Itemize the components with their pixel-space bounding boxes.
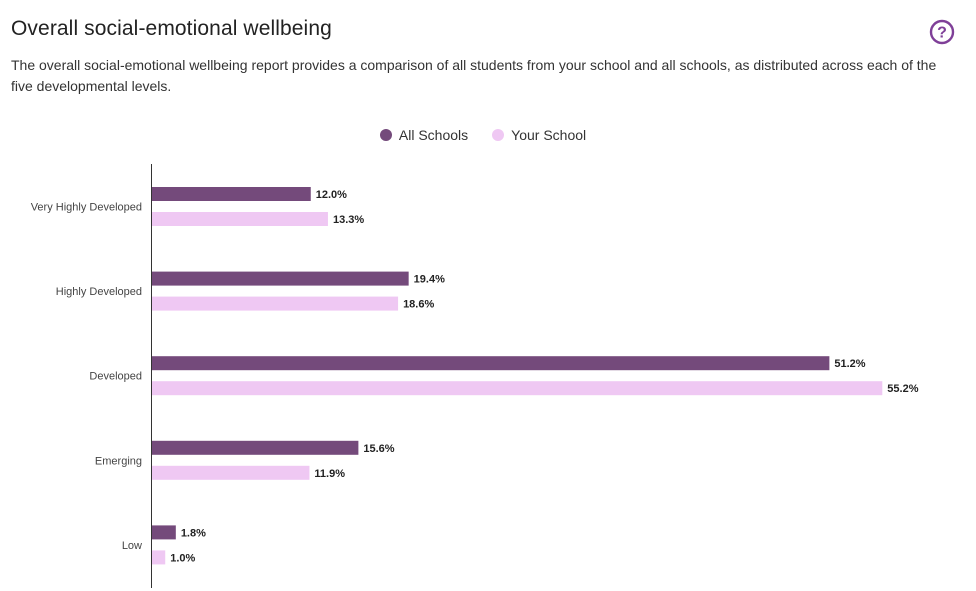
category-label-developed: Developed bbox=[89, 371, 142, 383]
data-label-your-school-developed: 55.2% bbox=[887, 383, 918, 395]
data-label-all-schools-emerging: 15.6% bbox=[363, 443, 394, 455]
data-label-your-school-emerging: 11.9% bbox=[314, 468, 345, 480]
chart-legend: All Schools Your School bbox=[0, 127, 966, 143]
bar-chart: Very Highly Developed 12.0% 13.3% Highly De… bbox=[31, 164, 919, 588]
data-label-your-school-highly-developed: 18.6% bbox=[403, 299, 434, 311]
bar-all-schools-developed[interactable] bbox=[152, 356, 830, 371]
bar-all-schools-emerging[interactable] bbox=[152, 440, 359, 455]
legend-item-your-school[interactable]: Your School bbox=[492, 127, 586, 143]
category-label-emerging: Emerging bbox=[95, 455, 142, 467]
legend-swatch-your-school bbox=[492, 129, 505, 141]
data-label-all-schools-low: 1.8% bbox=[181, 527, 206, 539]
bar-your-school-highly-developed[interactable] bbox=[152, 296, 399, 311]
bar-your-school-emerging[interactable] bbox=[152, 465, 310, 480]
data-label-all-schools-highly-developed: 19.4% bbox=[414, 274, 445, 286]
data-label-your-school-very-highly-developed: 13.3% bbox=[333, 214, 364, 226]
data-label-your-school-low: 1.0% bbox=[170, 552, 195, 564]
category-label-highly-developed: Highly Developed bbox=[56, 286, 142, 298]
data-label-all-schools-very-highly-developed: 12.0% bbox=[316, 189, 347, 201]
data-label-all-schools-developed: 51.2% bbox=[834, 358, 865, 370]
legend-swatch-all-schools bbox=[379, 129, 392, 141]
legend-label-your-school: Your School bbox=[511, 127, 587, 143]
svg-text:?: ? bbox=[937, 25, 947, 42]
legend-item-all-schools[interactable]: All Schools bbox=[379, 127, 469, 143]
bar-all-schools-low[interactable] bbox=[152, 525, 176, 540]
report-description: The overall social-emotional wellbeing r… bbox=[11, 57, 937, 94]
page-title: Overall social-emotional wellbeing bbox=[11, 17, 332, 40]
bar-your-school-very-highly-developed[interactable] bbox=[152, 212, 328, 226]
bar-your-school-developed[interactable] bbox=[152, 381, 883, 396]
bar-your-school-low[interactable] bbox=[152, 550, 166, 565]
bar-all-schools-very-highly-developed[interactable] bbox=[152, 187, 311, 201]
help-icon[interactable]: ? bbox=[929, 19, 955, 45]
category-label-very-highly-developed: Very Highly Developed bbox=[31, 202, 142, 214]
category-label-low: Low bbox=[122, 540, 142, 552]
legend-label-all-schools: All Schools bbox=[398, 127, 469, 143]
bar-all-schools-highly-developed[interactable] bbox=[152, 271, 409, 286]
